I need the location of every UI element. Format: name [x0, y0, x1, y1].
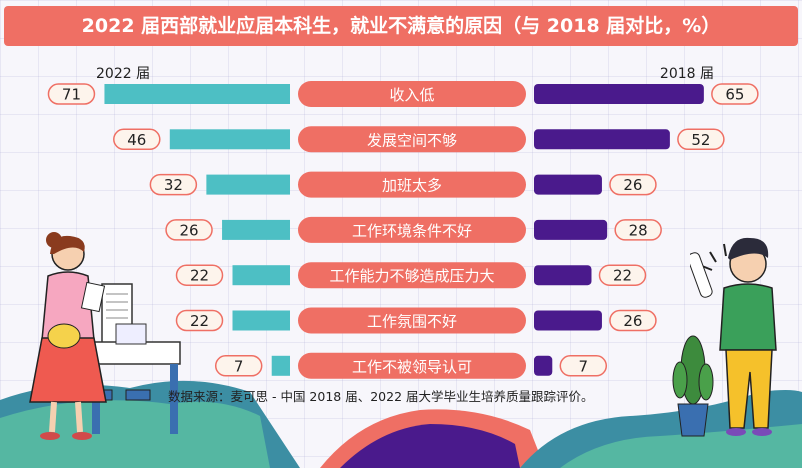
category-pill [298, 216, 526, 243]
category-label: 工作不被领导认可 [352, 358, 472, 376]
category-label: 收入低 [389, 86, 434, 104]
bar-2018 [534, 265, 592, 286]
data-label-2022: 22 [190, 267, 209, 285]
data-label-2022: 46 [127, 131, 146, 149]
bar-2022 [104, 84, 290, 104]
value-bubble-2022 [47, 83, 96, 105]
series-label-2022: 2022 届 [96, 66, 150, 82]
category-pill [298, 126, 526, 153]
value-bubble-2022 [214, 355, 263, 377]
bar-2022 [222, 219, 290, 240]
category-pill [298, 262, 526, 289]
bar-2018 [534, 355, 553, 376]
bar-2018 [534, 174, 602, 195]
data-label-2018: 65 [725, 86, 744, 104]
category-label: 工作环境条件不好 [352, 222, 472, 240]
bar-2022 [232, 310, 290, 331]
data-label-2022: 26 [180, 221, 199, 239]
value-bubble-2018 [711, 83, 759, 105]
value-bubble-2018 [609, 309, 657, 332]
bar-2022 [271, 355, 290, 376]
value-bubble-2018 [609, 173, 657, 196]
bar-2022 [206, 174, 290, 195]
bar-2018 [534, 310, 602, 331]
potted-cactus-illustration [672, 335, 714, 437]
category-pill [298, 171, 526, 198]
value-bubble-2022 [149, 173, 198, 196]
bar-2018 [534, 219, 608, 240]
data-label-2018: 26 [623, 312, 642, 330]
data-label-2022: 7 [234, 357, 244, 375]
category-label: 发展空间不够 [367, 131, 457, 149]
bar-2018 [534, 84, 704, 104]
category-label: 工作能力不够造成压力大 [329, 267, 494, 285]
woman-with-clipboard-illustration [29, 232, 181, 440]
source-note: 数据来源：麦可思 - 中国 2018 届、2022 届大学毕业生培养质量跟踪评价… [168, 389, 594, 404]
category-label: 加班太多 [382, 177, 442, 195]
boy-with-scroll-illustration [690, 237, 777, 436]
value-bubble-2018 [559, 355, 608, 377]
value-bubble-2022 [175, 309, 224, 332]
data-label-2018: 52 [691, 131, 710, 149]
bar-2022 [232, 265, 290, 286]
value-bubble-2022 [175, 264, 224, 286]
data-label-2022: 32 [164, 176, 183, 194]
data-label-2018: 7 [579, 357, 589, 375]
data-label-2022: 71 [62, 86, 81, 104]
category-pill [298, 81, 526, 107]
bar-2018 [534, 129, 670, 150]
chart-title: 2022 届西部就业应届本科生，就业不满意的原因（与 2018 届对比，%） [4, 6, 798, 46]
value-bubble-2018 [614, 219, 662, 241]
value-bubble-2018 [598, 264, 647, 286]
data-label-2022: 22 [190, 312, 209, 330]
bar-2022 [169, 129, 290, 150]
value-bubble-2022 [113, 128, 161, 151]
category-pill [298, 307, 526, 334]
data-label-2018: 22 [613, 267, 632, 285]
data-label-2018: 28 [629, 221, 648, 239]
category-label: 工作氛围不好 [367, 313, 457, 331]
series-label-2018: 2018 届 [660, 66, 714, 82]
category-pill [298, 352, 526, 379]
value-bubble-2022 [165, 219, 213, 241]
data-label-2018: 26 [623, 176, 642, 194]
value-bubble-2018 [677, 128, 725, 151]
